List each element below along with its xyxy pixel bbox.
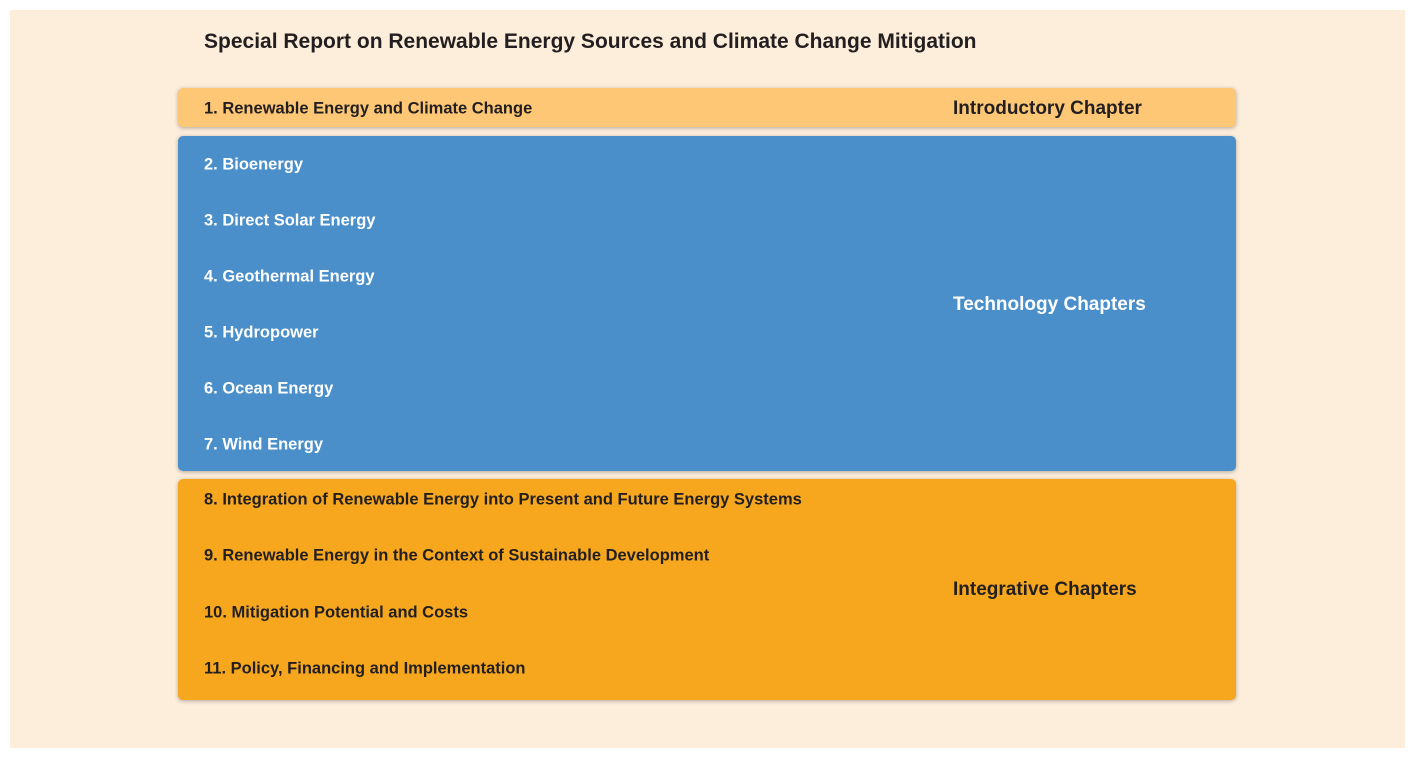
chapter: 8. Integration of Renewable Energy into …	[204, 490, 802, 509]
chapter: 9. Renewable Energy in the Context of Su…	[204, 546, 710, 565]
group-label: Introductory Chapter	[953, 98, 1142, 119]
chapter: 7. Wind Energy	[204, 435, 324, 454]
chapter: 6. Ocean Energy	[204, 379, 334, 398]
group-box: 2. Bioenergy 3. Direct Solar Energy 4. Geo…	[178, 136, 1236, 471]
panel: Special Report on Renewable Energy Sourc…	[10, 10, 1405, 748]
group-label: Integrative Chapters	[953, 579, 1137, 600]
chapter: 4. Geothermal Energy	[204, 267, 375, 286]
chapter: 1. Renewable Energy and Climate Change	[204, 99, 533, 118]
group-label: Technology Chapters	[953, 294, 1146, 315]
chapter: 10. Mitigation Potential and Costs	[204, 603, 469, 622]
chapter: 5. Hydropower	[204, 323, 319, 342]
chapter: 3. Direct Solar Energy	[204, 211, 376, 230]
group-box: 8. Integration of Renewable Energy into …	[178, 479, 1236, 700]
title: Special Report on Renewable Energy Sourc…	[204, 30, 977, 53]
chapter: 11. Policy, Financing and Implementation	[204, 659, 526, 678]
chapter: 2. Bioenergy	[204, 155, 304, 174]
group-box: 1. Renewable Energy and Climate Change In…	[178, 88, 1236, 127]
